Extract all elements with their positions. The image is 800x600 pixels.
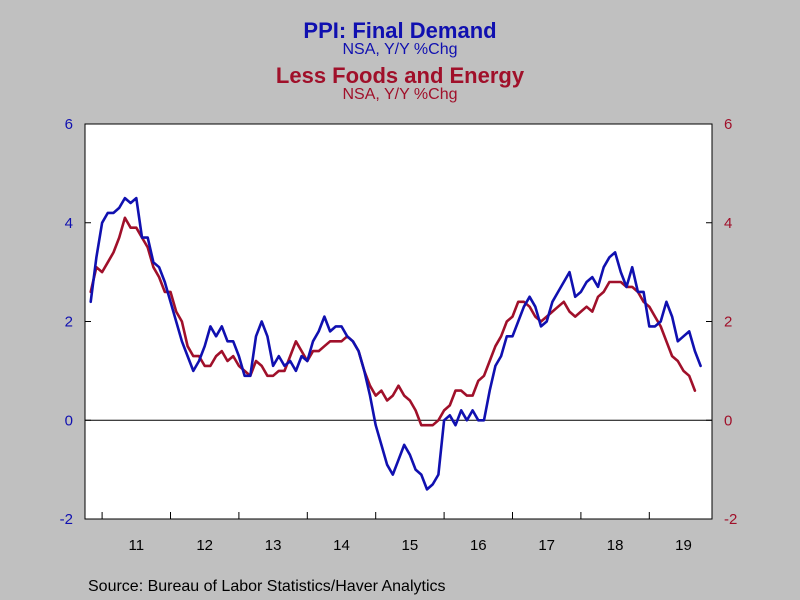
series-line-less-foods-energy	[89, 216, 697, 427]
x-tick-label: 14	[333, 537, 350, 554]
chart-title-secondary: Less Foods and Energy	[275, 63, 525, 88]
series-line-ppi-final-demand	[89, 196, 702, 491]
y-tick-label-left: 2	[65, 314, 73, 331]
chart-title-primary: PPI: Final Demand	[303, 18, 497, 43]
y-tick-label-right: 2	[724, 314, 732, 331]
x-tick-label: 19	[675, 537, 692, 554]
x-tick-label: 15	[402, 537, 419, 554]
chart-subtitle-primary: NSA, Y/Y %Chg	[342, 41, 458, 58]
y-tick-label-left: 4	[65, 215, 73, 232]
y-tick-label-left: 0	[65, 412, 73, 429]
y-tick-label-right: -2	[724, 511, 737, 528]
x-tick-label: 17	[538, 537, 555, 554]
y-tick-label-right: 0	[724, 412, 732, 429]
x-tick-label: 16	[470, 537, 487, 554]
chart-subtitle-secondary: NSA, Y/Y %Chg	[342, 86, 458, 103]
y-tick-label-right: 6	[724, 116, 732, 133]
x-tick-label: 11	[129, 537, 145, 554]
source-note: Source: Bureau of Labor Statistics/Haver…	[88, 578, 446, 595]
x-tick-label: 13	[265, 537, 282, 554]
x-tick-label: 12	[196, 537, 213, 554]
y-tick-label-right: 4	[724, 215, 732, 232]
y-tick-label-left: -2	[60, 511, 73, 528]
x-tick-label: 18	[607, 537, 624, 554]
y-tick-label-left: 6	[65, 116, 73, 133]
